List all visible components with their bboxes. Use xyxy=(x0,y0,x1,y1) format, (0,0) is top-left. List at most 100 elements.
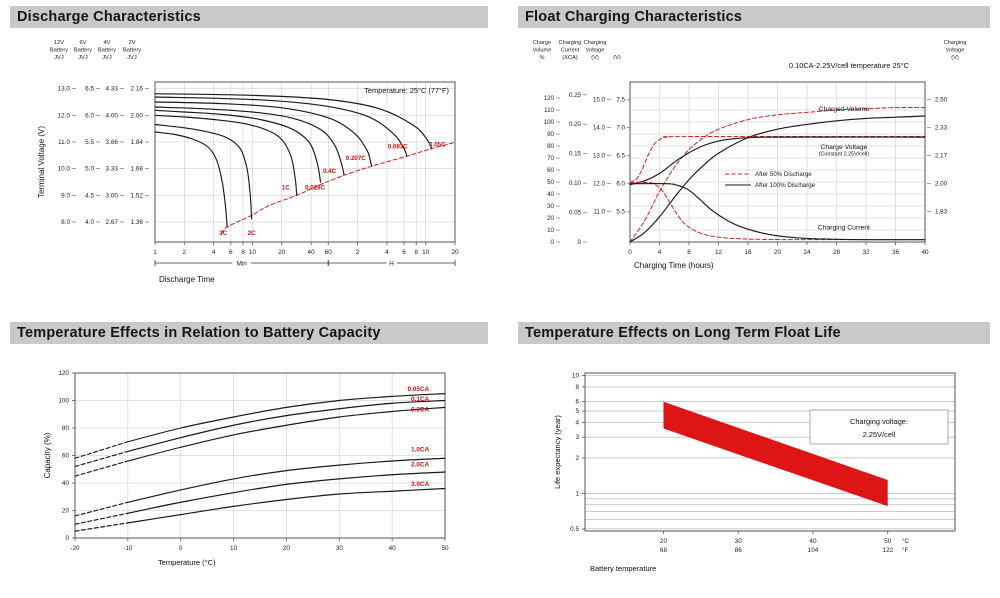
svg-text:-20: -20 xyxy=(70,545,80,552)
svg-text:8: 8 xyxy=(575,384,579,391)
svg-text:3.0CA: 3.0CA xyxy=(411,481,429,488)
svg-text:70: 70 xyxy=(547,155,554,162)
svg-text:0: 0 xyxy=(551,239,555,246)
svg-text:40: 40 xyxy=(308,249,316,256)
svg-text:After 50% Discharge: After 50% Discharge xyxy=(755,171,812,178)
svg-text:Voltage: Voltage xyxy=(946,48,965,54)
svg-text:9.0: 9.0 xyxy=(61,192,70,199)
svg-text:-10: -10 xyxy=(123,545,133,552)
svg-text:1.84: 1.84 xyxy=(131,139,144,146)
svg-text:Charging Current: Charging Current xyxy=(818,225,870,232)
svg-text:6.5: 6.5 xyxy=(85,86,94,93)
svg-text:Charging: Charging xyxy=(944,40,967,46)
svg-text:20: 20 xyxy=(283,545,291,552)
svg-text:Discharge Time: Discharge Time xyxy=(159,275,215,284)
svg-text:0.2CA: 0.2CA xyxy=(411,407,429,414)
svg-text:20: 20 xyxy=(278,249,286,256)
svg-text:%: % xyxy=(540,55,545,61)
float-charging-chart: ChargeVolume%120110100908070605040302010… xyxy=(518,28,990,310)
svg-text:Charge Voltage: Charge Voltage xyxy=(820,144,867,151)
svg-text:50: 50 xyxy=(547,179,554,186)
svg-text:1C: 1C xyxy=(282,185,290,192)
svg-text:80: 80 xyxy=(547,143,554,150)
svg-text:8: 8 xyxy=(414,249,418,256)
svg-text:2.50: 2.50 xyxy=(935,97,948,104)
svg-text:50: 50 xyxy=(441,545,449,552)
svg-text:2.33: 2.33 xyxy=(935,125,948,132)
svg-text:0.10CA-2.25V/cell temperature: 0.10CA-2.25V/cell temperature 25°C xyxy=(789,61,910,70)
svg-text:Current: Current xyxy=(561,48,580,54)
svg-text:11.0: 11.0 xyxy=(593,209,605,216)
svg-text:3C: 3C xyxy=(219,230,227,237)
svg-text:28: 28 xyxy=(833,249,841,256)
svg-text:5.5: 5.5 xyxy=(616,209,625,216)
svg-text:0.628C: 0.628C xyxy=(305,185,325,192)
discharge-characteristics-chart: 12VBatteryJVJ13.012.011.010.09.08.06VBat… xyxy=(10,28,488,310)
svg-text:80: 80 xyxy=(62,425,70,432)
svg-text:Min: Min xyxy=(236,261,247,268)
svg-text:0.4C: 0.4C xyxy=(323,168,337,175)
svg-text:Battery: Battery xyxy=(98,48,116,54)
svg-text:5.5: 5.5 xyxy=(85,139,94,146)
svg-text:0.10: 0.10 xyxy=(569,180,582,187)
svg-text:0.207C: 0.207C xyxy=(346,155,366,162)
svg-text:JVJ: JVJ xyxy=(54,55,64,61)
svg-text:1.36: 1.36 xyxy=(131,219,144,226)
svg-text:0: 0 xyxy=(628,249,632,256)
svg-text:0.05CA: 0.05CA xyxy=(407,386,429,393)
svg-text:(V): (V) xyxy=(591,55,599,61)
svg-text:15.0: 15.0 xyxy=(593,97,606,104)
svg-text:1.83: 1.83 xyxy=(935,209,948,216)
svg-text:100: 100 xyxy=(544,119,555,126)
svg-text:36: 36 xyxy=(892,249,900,256)
svg-text:2.00: 2.00 xyxy=(131,112,144,119)
svg-text:40: 40 xyxy=(62,480,70,487)
svg-text:5: 5 xyxy=(575,408,579,415)
svg-text:10: 10 xyxy=(249,249,257,256)
svg-text:4: 4 xyxy=(575,419,579,426)
svg-text:4.0: 4.0 xyxy=(85,219,94,226)
svg-text:60: 60 xyxy=(325,249,333,256)
svg-text:104: 104 xyxy=(808,547,819,554)
svg-text:JVJ: JVJ xyxy=(78,55,88,61)
svg-text:40: 40 xyxy=(921,249,929,256)
svg-text:12: 12 xyxy=(715,249,723,256)
svg-text:8: 8 xyxy=(687,249,691,256)
svg-text:3.00: 3.00 xyxy=(106,192,119,199)
svg-text:Charging: Charging xyxy=(584,40,607,46)
svg-text:12.0: 12.0 xyxy=(593,181,606,188)
svg-text:JVJ: JVJ xyxy=(127,55,137,61)
svg-text:JVJ: JVJ xyxy=(102,55,112,61)
svg-text:86: 86 xyxy=(735,547,743,554)
section-title-float-charging: Float Charging Characteristics xyxy=(518,6,990,28)
svg-text:Terminal Voltage (V): Terminal Voltage (V) xyxy=(37,126,46,198)
svg-text:Capacity (%): Capacity (%) xyxy=(43,432,52,478)
svg-text:20: 20 xyxy=(660,538,668,545)
svg-text:Temperature: 25°C (77°F): Temperature: 25°C (77°F) xyxy=(364,86,449,95)
svg-text:0: 0 xyxy=(179,545,183,552)
svg-text:32: 32 xyxy=(862,249,870,256)
svg-text:13.0: 13.0 xyxy=(58,86,71,93)
svg-text:30: 30 xyxy=(336,545,344,552)
svg-text:0.05: 0.05 xyxy=(569,210,582,217)
svg-text:122: 122 xyxy=(882,547,893,554)
temperature-capacity-chart: 0 20 40 60 80 100 120 -20 -10 0 10 20 30 40 50 Temperat… xyxy=(10,344,488,592)
svg-text:20: 20 xyxy=(451,249,459,256)
svg-text:H: H xyxy=(389,261,394,268)
svg-text:90: 90 xyxy=(547,131,554,138)
section-discharge: Discharge Characteristics 12V Battery JVJ 1… xyxy=(10,6,488,310)
svg-text:(V): (V) xyxy=(613,55,621,61)
svg-text:0.093C: 0.093C xyxy=(388,143,408,150)
svg-text:6: 6 xyxy=(575,399,579,406)
svg-text:Charge: Charge xyxy=(533,40,551,46)
svg-text:Charged Volume: Charged Volume xyxy=(819,106,870,113)
svg-text:7.5: 7.5 xyxy=(616,97,625,104)
section-title-discharge: Discharge Characteristics xyxy=(10,6,488,28)
svg-text:20: 20 xyxy=(62,508,70,515)
svg-text:0.5: 0.5 xyxy=(570,526,579,533)
svg-text:°C: °C xyxy=(902,538,909,545)
svg-text:2: 2 xyxy=(356,249,360,256)
section-title-float-life: Temperature Effects on Long Term Float L… xyxy=(518,322,990,344)
svg-text:0: 0 xyxy=(65,535,69,542)
